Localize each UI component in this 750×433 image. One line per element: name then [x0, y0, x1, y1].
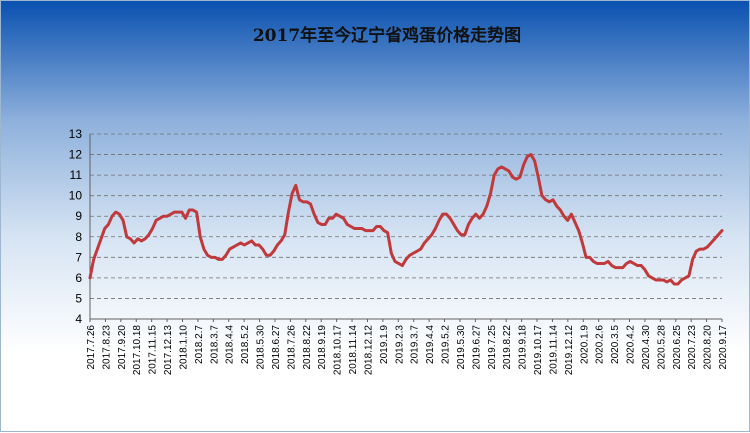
x-tick-label: 2018.7.26	[286, 325, 297, 370]
x-tick-label: 2017.11.15	[148, 325, 159, 375]
x-tick-label: 2019.5.2	[441, 325, 452, 364]
y-tick-label: 4	[75, 312, 82, 326]
x-tick-label: 2017.9.20	[117, 325, 128, 370]
x-tick-label: 2018.11.14	[348, 325, 359, 375]
x-tick-labels: 2017.7.26 2017.8.23 2017.9.20 2017.10.18 201…	[86, 319, 729, 375]
x-tick-label: 2019.4.4	[425, 325, 436, 364]
x-tick-label: 2017.8.23	[101, 325, 112, 370]
x-tick-label: 2020.4.2	[626, 325, 637, 364]
x-tick-label: 2018.12.12	[363, 325, 374, 375]
y-tick-label: 9	[75, 209, 82, 223]
x-tick-label: 2020.2.6	[595, 325, 606, 364]
x-tick-label: 2018.10.17	[333, 325, 344, 375]
y-tick-label: 10	[69, 189, 83, 203]
gridlines	[90, 133, 722, 299]
y-tick-label: 13	[69, 127, 83, 141]
y-tick-label: 11	[70, 168, 83, 182]
x-tick-label: 2017.12.13	[163, 325, 174, 375]
x-tick-label: 2018.8.22	[302, 325, 313, 370]
series-line-0	[88, 153, 724, 286]
x-tick-label: 2019.12.12	[564, 325, 575, 375]
x-tick-label: 2018.1.10	[178, 325, 189, 370]
x-tick-label: 2018.5.30	[256, 325, 267, 370]
y-tick-label: 7	[75, 250, 82, 264]
x-tick-label: 2019.5.30	[456, 325, 467, 370]
x-tick-label: 2019.7.25	[487, 325, 498, 370]
x-tick-label: 2020.3.5	[610, 325, 621, 364]
x-tick-label: 2020.8.20	[703, 325, 714, 370]
x-tick-label: 2019.3.7	[410, 325, 421, 364]
x-tick-label: 2020.6.25	[672, 325, 683, 370]
x-tick-label: 2020.9.17	[718, 325, 729, 370]
x-tick-label: 2020.5.28	[656, 325, 667, 370]
x-tick-label: 2018.3.7	[209, 325, 220, 364]
x-tick-label: 2019.6.27	[471, 325, 482, 370]
x-tick-label: 2018.9.19	[317, 325, 328, 370]
x-tick-label: 2018.5.2	[240, 325, 251, 364]
x-tick-label: 2019.2.3	[394, 325, 405, 364]
x-tick-label: 2020.4.30	[641, 325, 652, 370]
y-tick-label: 8	[75, 230, 82, 244]
x-tick-label: 2018.6.27	[271, 325, 282, 370]
x-tick-label: 2019.10.17	[533, 325, 544, 375]
x-tick-label: 2020.1.9	[579, 325, 590, 364]
series-layer	[88, 153, 724, 286]
x-tick-label: 2019.9.18	[518, 325, 529, 370]
x-tick-label: 2017.7.26	[86, 325, 97, 370]
y-tick-labels: 4 5 6 7 8 9 10 11 12 13	[69, 127, 83, 326]
x-tick-label: 2019.11.14	[548, 325, 559, 375]
chart-title: 2017年至今辽宁省鸡蛋价格走势图	[253, 25, 521, 46]
x-tick-label: 2017.10.18	[132, 325, 143, 375]
x-tick-label: 2020.7.23	[687, 325, 698, 370]
x-tick-label: 2018.4.4	[225, 325, 236, 364]
x-tick-label: 2018.2.7	[194, 325, 205, 364]
x-tick-label: 2019.1.9	[379, 325, 390, 364]
y-tick-label: 5	[75, 291, 82, 305]
axes	[89, 134, 722, 320]
y-tick-label: 12	[69, 148, 83, 162]
y-tick-label: 6	[75, 271, 82, 285]
x-tick-label: 2019.8.22	[502, 325, 513, 370]
